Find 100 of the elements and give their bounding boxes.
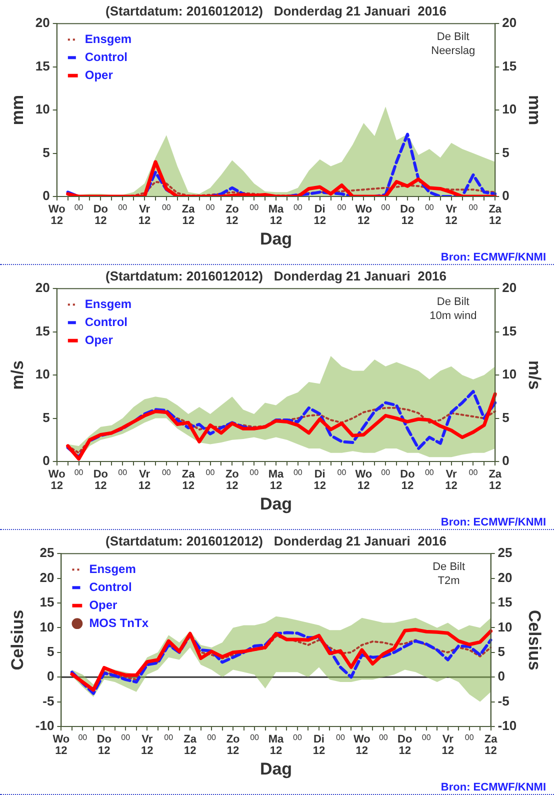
x-tick-label: 00 <box>162 468 172 477</box>
x-tick-label: 00 <box>381 468 391 477</box>
x-tick-label: Ma 12 <box>268 203 285 227</box>
y2-tick-label: 15 <box>502 323 517 338</box>
y2-tick-label: 10 <box>498 619 512 634</box>
x-tick-label: Di 12 <box>312 733 326 757</box>
x-tick-label: 00 <box>293 732 302 742</box>
y-tick-label: 0 <box>42 453 50 468</box>
x-tick-label: Vr 12 <box>445 468 458 492</box>
x-tick-label: 00 <box>74 202 84 212</box>
legend-label: Oper <box>84 332 114 347</box>
x-tick-label: Vr 12 <box>138 468 151 492</box>
annotation: Neerslag <box>431 45 476 58</box>
x-tick-label: 00 <box>207 732 217 742</box>
y-tick-label: 10 <box>35 366 50 382</box>
legend-label: MOS TnTx <box>89 616 149 630</box>
y-tick-label: 20 <box>35 280 50 296</box>
y2-tick-label: 5 <box>502 144 510 160</box>
legend-label: Oper <box>84 68 114 82</box>
x-tick-label: 00 <box>424 468 434 477</box>
x-tick-label: Zo 12 <box>225 203 240 227</box>
legend-label: Control <box>89 580 132 594</box>
x-tick-label: Za 12 <box>488 468 502 492</box>
x-tick-label: 00 <box>381 202 391 212</box>
y2-tick-label: 25 <box>498 545 512 560</box>
x-tick-label: 00 <box>121 732 131 742</box>
y2-axis-title: Celsius <box>525 610 544 670</box>
y-axis-title: m/s <box>8 360 27 390</box>
text: Bron: ECMWF/KNMI <box>440 782 546 794</box>
y-tick-label: 20 <box>40 570 54 585</box>
x-tick-label: 00 <box>250 468 260 477</box>
x-tick-label: 00 <box>424 202 434 212</box>
x-tick-label: Ma 12 <box>268 733 285 757</box>
x-tick-label: Do 12 <box>93 203 108 227</box>
y-tick-label: 25 <box>40 545 54 560</box>
legend-label: Ensgem <box>89 562 136 576</box>
y-tick-label: 15 <box>40 594 54 610</box>
x-tick-label: 00 <box>206 468 216 477</box>
x-axis-title: Dag <box>260 759 292 778</box>
y-axis-title: mm <box>8 94 27 126</box>
y-axis-title: Celsius <box>8 610 27 670</box>
y-tick-label: 5 <box>42 410 50 425</box>
x-tick-label: Wo 12 <box>52 733 70 757</box>
x-tick-label: 00 <box>206 202 216 212</box>
x-tick-label: 00 <box>164 732 174 742</box>
y-tick-label: 0 <box>46 668 54 684</box>
y2-tick-label: 20 <box>498 570 512 585</box>
x-axis-title: Dag <box>260 229 292 248</box>
x-tick-label: Wo 12 <box>355 468 372 492</box>
x-tick-label: 00 <box>118 468 128 477</box>
text: Bron: ECMWF/KNMI <box>440 252 546 264</box>
y2-tick-label: 15 <box>502 58 517 74</box>
x-tick-label: 00 <box>250 202 260 212</box>
x-tick-label: Za 12 <box>182 468 196 492</box>
x-tick-label: 00 <box>118 202 128 212</box>
x-tick-label: Za 12 <box>488 203 502 227</box>
x-tick-label: Do 12 <box>93 468 108 492</box>
y2-axis-title: mm <box>525 94 544 126</box>
annotation: De Bilt <box>436 31 470 44</box>
x-tick-label: 00 <box>337 468 347 477</box>
x-tick-label: Vr 12 <box>138 203 151 227</box>
y2-tick-label: 10 <box>502 366 517 382</box>
x-tick-label: Vr 12 <box>140 733 154 757</box>
legend-label: Ensgem <box>84 32 132 46</box>
x-tick-label: 00 <box>464 732 474 742</box>
y-tick-label: 15 <box>35 323 50 338</box>
x-tick-label: Wo 12 <box>353 733 371 757</box>
legend-label: Control <box>84 50 128 64</box>
x-tick-label: 00 <box>78 732 88 742</box>
x-tick-label: Wo 12 <box>48 468 66 492</box>
annotation: 10m wind <box>430 310 477 322</box>
x-tick-label: Zo 12 <box>226 733 240 757</box>
y2-tick-label: -10 <box>498 718 517 734</box>
x-tick-label: 00 <box>337 202 347 212</box>
y-tick-label: 20 <box>35 15 50 30</box>
y-tick-label: 10 <box>40 619 54 634</box>
x-tick-label: Za 12 <box>184 733 198 757</box>
annotation: De Bilt <box>432 561 466 574</box>
y2-tick-label: 5 <box>498 644 506 659</box>
x-axis-title: Dag <box>260 494 292 514</box>
chart-title: (Startdatum: 2016012012) Donderdag 21 Januari 2016 <box>105 3 447 18</box>
x-tick-label: Za 12 <box>182 203 196 227</box>
x-tick-label: 00 <box>250 732 260 742</box>
x-tick-label: 00 <box>336 732 346 742</box>
x-tick-label: Do 12 <box>398 733 412 757</box>
y2-tick-label: 20 <box>502 280 517 296</box>
x-tick-label: Di 12 <box>314 203 326 227</box>
annotation: De Bilt <box>436 296 470 308</box>
x-tick-label: 00 <box>468 468 478 477</box>
x-tick-label: 00 <box>74 468 84 477</box>
y-tick-label: 0 <box>42 188 50 204</box>
x-tick-label: Di 12 <box>314 468 326 492</box>
x-tick-label: Vr 12 <box>445 203 458 227</box>
chart-title: (Startdatum: 2016012012) Donderdag 21 Januari 2016 <box>105 268 447 284</box>
y2-tick-label: 5 <box>502 410 510 425</box>
x-tick-label: Za 12 <box>484 733 498 757</box>
legend-label: Control <box>84 314 128 329</box>
y2-tick-label: 15 <box>498 594 512 610</box>
y2-axis-title: m/s <box>525 360 544 390</box>
y2-tick-label: 0 <box>502 453 510 468</box>
